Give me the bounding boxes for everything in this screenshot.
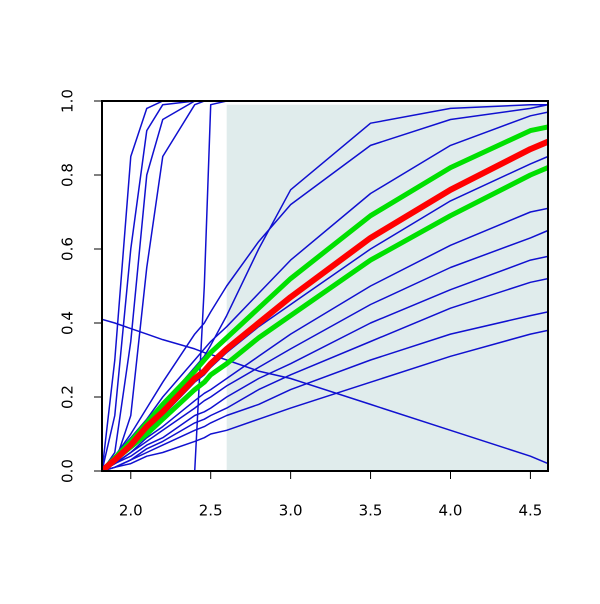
plot-area <box>102 101 548 471</box>
y-tick-label: 0.8 <box>59 163 77 187</box>
x-tick-label: 3.0 <box>279 502 303 520</box>
axes: 2.0 2.5 3.0 3.5 4.0 4.5 0.0 0.2 0.4 0.6 0.8 1.0 <box>59 89 549 520</box>
y-tick-label: 0.2 <box>59 385 77 409</box>
series-line <box>102 207 548 471</box>
shaded-region <box>226 104 548 471</box>
series-line <box>102 229 548 471</box>
y-tick-label: 0.6 <box>59 237 77 261</box>
series-line <box>102 101 548 471</box>
series-line <box>102 138 548 471</box>
x-tick-label: 2.5 <box>199 502 223 520</box>
series-line <box>102 101 548 471</box>
series-line <box>102 277 548 471</box>
y-tick-label: 1.0 <box>59 89 77 113</box>
x-tick-label: 4.5 <box>518 502 542 520</box>
series-line <box>102 329 548 471</box>
series-line <box>102 101 548 471</box>
x-tick-label: 2.0 <box>119 502 143 520</box>
series-line <box>102 101 548 471</box>
series-line <box>102 311 548 471</box>
series-line <box>102 103 548 471</box>
y-tick-label: 0.0 <box>59 459 77 483</box>
series-line <box>102 255 548 471</box>
plot-box <box>101 100 549 472</box>
series-line <box>102 101 548 471</box>
x-tick-label: 3.5 <box>359 502 383 520</box>
y-tick-label: 0.4 <box>59 311 77 335</box>
x-tick-label: 4.0 <box>439 502 463 520</box>
